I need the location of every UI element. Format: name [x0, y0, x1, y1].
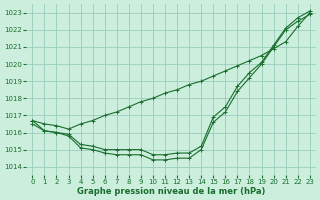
X-axis label: Graphe pression niveau de la mer (hPa): Graphe pression niveau de la mer (hPa) [77, 187, 265, 196]
